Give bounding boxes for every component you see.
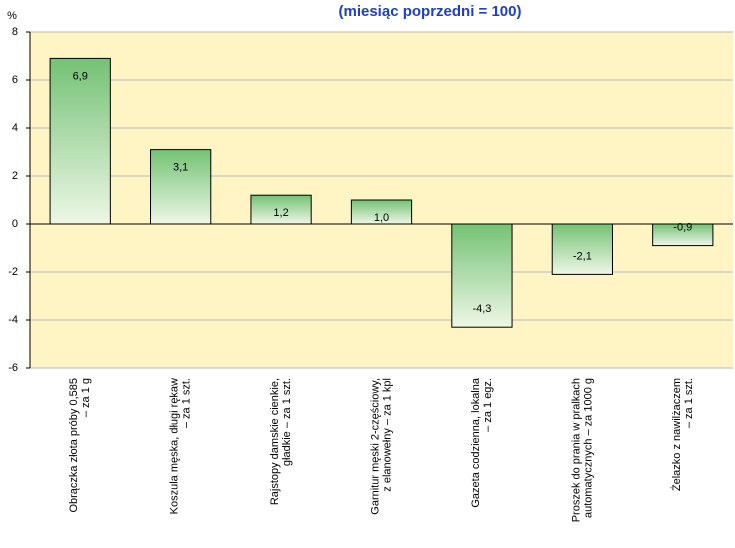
y-tick-label: 8 <box>12 26 18 38</box>
x-tick-label: Obrączka złota próby 0,585– za 1 g <box>68 378 92 513</box>
value-label: -2,1 <box>573 250 592 262</box>
value-label: 1,2 <box>273 207 288 219</box>
bar <box>49 57 111 225</box>
bar <box>350 199 413 225</box>
x-tick-label: Żelazko z nawilżaczem– za 1 szt. <box>670 378 695 491</box>
y-tick-label: 4 <box>12 122 18 134</box>
value-label: -0,9 <box>673 222 692 234</box>
bar <box>551 223 613 275</box>
x-tick-label: Gazeta codzienna, lokalna– za 1 egz. <box>470 377 494 508</box>
chart-title: (miesiąc poprzedni = 100) <box>339 3 522 20</box>
y-tick-label: -4 <box>8 314 18 326</box>
y-tick-label: -6 <box>8 362 18 374</box>
bar <box>250 194 312 225</box>
value-label: 3,1 <box>173 162 188 174</box>
y-tick-label: 6 <box>12 74 18 86</box>
value-label: -4,3 <box>472 303 491 315</box>
x-tick-label: Proszek do prania w pralkachautomatyczny… <box>570 378 594 522</box>
bar <box>150 149 212 225</box>
x-tick-label: Koszula męska, długi rękaw– za 1 szt. <box>169 378 193 514</box>
y-axis-label: % <box>7 10 17 22</box>
y-tick-label: 0 <box>12 218 18 230</box>
bar <box>451 223 513 328</box>
y-tick-label: 2 <box>12 170 18 182</box>
value-label: 6,9 <box>73 70 88 82</box>
value-label: 1,0 <box>374 212 389 224</box>
y-tick-label: -2 <box>8 266 18 278</box>
x-tick-label: Rajstopy damskie cienkie,gładkie – za 1 … <box>269 378 293 505</box>
x-tick-label: Garnitur męski 2-częściowy,z elanowełny … <box>369 378 393 515</box>
